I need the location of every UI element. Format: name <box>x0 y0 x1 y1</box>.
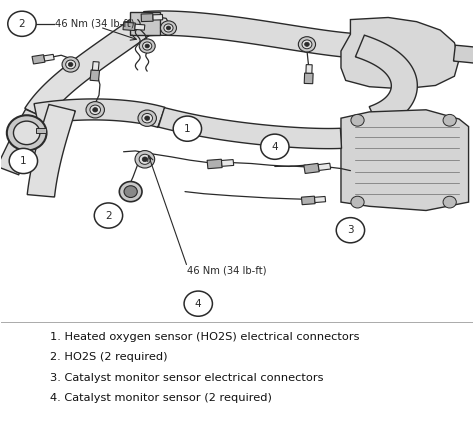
Polygon shape <box>135 24 145 30</box>
Circle shape <box>142 114 153 123</box>
Circle shape <box>351 115 364 126</box>
Text: 3. Catalyst monitor sensor electrical connectors: 3. Catalyst monitor sensor electrical co… <box>50 373 324 383</box>
FancyBboxPatch shape <box>130 13 160 35</box>
Text: 1. Heated oxygen sensor (HO2S) electrical connectors: 1. Heated oxygen sensor (HO2S) electrica… <box>50 332 360 342</box>
Polygon shape <box>207 159 222 169</box>
Circle shape <box>161 21 176 35</box>
Polygon shape <box>34 99 165 127</box>
Circle shape <box>68 62 73 67</box>
Circle shape <box>173 116 201 141</box>
Circle shape <box>261 134 289 159</box>
Circle shape <box>443 115 456 126</box>
Circle shape <box>62 57 79 72</box>
Text: 4: 4 <box>272 142 278 152</box>
Polygon shape <box>32 55 45 64</box>
Text: 46 Nm (34 lb-ft): 46 Nm (34 lb-ft) <box>187 265 267 275</box>
Polygon shape <box>304 73 313 84</box>
Circle shape <box>184 291 212 316</box>
Polygon shape <box>306 64 312 73</box>
Text: 2: 2 <box>105 210 112 221</box>
Circle shape <box>298 37 316 52</box>
Text: 4. Catalyst monitor sensor (2 required): 4. Catalyst monitor sensor (2 required) <box>50 393 272 402</box>
Polygon shape <box>92 61 99 70</box>
Polygon shape <box>454 45 474 63</box>
Circle shape <box>443 196 456 208</box>
Circle shape <box>8 11 36 36</box>
Polygon shape <box>356 35 417 128</box>
Text: 2: 2 <box>18 19 25 29</box>
Polygon shape <box>304 163 319 173</box>
Polygon shape <box>44 54 54 61</box>
Circle shape <box>138 110 156 126</box>
Polygon shape <box>141 13 153 21</box>
Polygon shape <box>318 163 331 171</box>
Circle shape <box>142 157 147 162</box>
Circle shape <box>90 105 100 115</box>
Polygon shape <box>0 109 47 175</box>
Circle shape <box>143 42 152 50</box>
Polygon shape <box>301 196 315 205</box>
Text: 3: 3 <box>347 225 354 235</box>
Circle shape <box>139 39 155 53</box>
Polygon shape <box>123 22 136 31</box>
Circle shape <box>351 196 364 208</box>
Text: 1: 1 <box>184 124 191 134</box>
Polygon shape <box>90 70 100 81</box>
Text: 2. HO2S (2 required): 2. HO2S (2 required) <box>50 352 168 362</box>
Circle shape <box>139 154 151 164</box>
Polygon shape <box>221 160 234 166</box>
Polygon shape <box>341 110 469 210</box>
Circle shape <box>7 115 46 150</box>
Circle shape <box>119 181 142 202</box>
Polygon shape <box>314 197 326 203</box>
Circle shape <box>166 26 171 30</box>
Polygon shape <box>25 15 153 120</box>
Circle shape <box>94 203 123 228</box>
Polygon shape <box>153 14 163 20</box>
Text: 4: 4 <box>195 298 201 309</box>
Circle shape <box>66 60 76 69</box>
Polygon shape <box>341 18 459 89</box>
Circle shape <box>135 151 155 168</box>
FancyBboxPatch shape <box>36 128 46 133</box>
Circle shape <box>145 116 150 120</box>
Circle shape <box>336 218 365 243</box>
Circle shape <box>86 101 104 118</box>
Text: 1: 1 <box>20 156 27 166</box>
Circle shape <box>164 24 173 32</box>
Circle shape <box>145 44 149 48</box>
Circle shape <box>302 40 312 49</box>
Circle shape <box>124 186 137 197</box>
Circle shape <box>305 42 309 46</box>
Circle shape <box>9 148 37 173</box>
Polygon shape <box>27 104 75 197</box>
Circle shape <box>13 121 40 145</box>
Circle shape <box>93 108 98 112</box>
Polygon shape <box>144 11 361 58</box>
Polygon shape <box>158 108 342 149</box>
Text: 46 Nm (34 lb-ft): 46 Nm (34 lb-ft) <box>55 19 135 29</box>
